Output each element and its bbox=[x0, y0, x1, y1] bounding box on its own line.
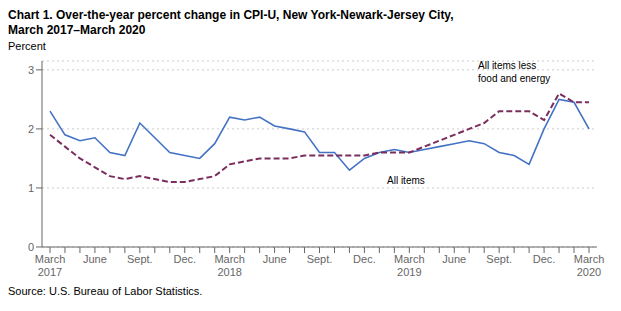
html-text:March 2017–March 2020: March 2017–March 2020 bbox=[8, 23, 146, 37]
html-text:Source: U.S. Bureau of Labor S: Source: U.S. Bureau of Labor Statistics. bbox=[8, 285, 203, 297]
svg-text:Dec.: Dec. bbox=[533, 253, 556, 265]
svg-text:3: 3 bbox=[28, 64, 34, 76]
svg-text:June: June bbox=[442, 253, 466, 265]
svg-text:Dec.: Dec. bbox=[173, 253, 196, 265]
html-text:Percent: Percent bbox=[8, 40, 46, 52]
svg-text:Sept.: Sept. bbox=[307, 253, 333, 265]
html-text:Chart 1. Over-the-year percent: Chart 1. Over-the-year percent change in… bbox=[8, 8, 454, 22]
svg-text:June: June bbox=[83, 253, 107, 265]
svg-text:March2018: March2018 bbox=[214, 253, 245, 278]
svg-text:1: 1 bbox=[28, 182, 34, 194]
svg-text:March2019: March2019 bbox=[394, 253, 425, 278]
html-text:All items less food and energy: All items less food and energy bbox=[478, 60, 551, 84]
html-text:All items: All items bbox=[387, 175, 425, 186]
svg-text:Sept.: Sept. bbox=[127, 253, 153, 265]
svg-text:June: June bbox=[263, 253, 287, 265]
svg-text:March2017: March2017 bbox=[35, 253, 66, 278]
svg-text:2: 2 bbox=[28, 123, 34, 135]
svg-text:Dec.: Dec. bbox=[353, 253, 376, 265]
svg-text:March2020: March2020 bbox=[574, 253, 605, 278]
svg-text:Sept.: Sept. bbox=[486, 253, 512, 265]
svg-text:0: 0 bbox=[28, 241, 34, 253]
